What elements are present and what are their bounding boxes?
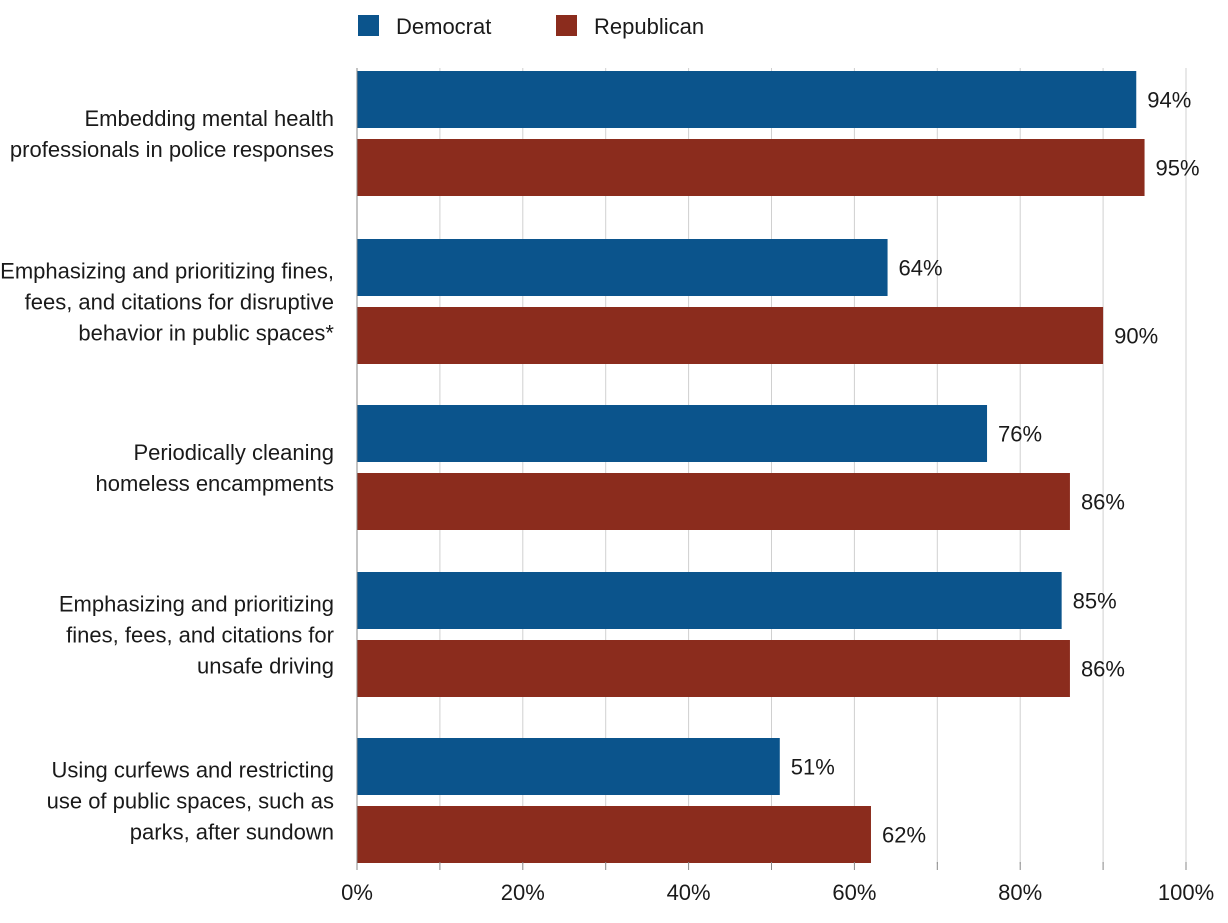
category-label-line: Emphasizing and prioritizing fines,: [0, 259, 334, 284]
bar-republican: [357, 640, 1070, 697]
category-label-line: homeless encampments: [96, 471, 334, 496]
grid-lines: [439, 68, 1187, 864]
category-labels: Embedding mental health professionals in …: [0, 106, 334, 845]
bars: [357, 71, 1145, 863]
category-label-line: unsafe driving: [197, 654, 334, 679]
bar-republican: [357, 139, 1145, 196]
bar-democrat: [357, 572, 1062, 629]
category-label-line: fines, fees, and citations for: [66, 623, 334, 648]
bar-democrat: [357, 738, 780, 795]
category-label: Emphasizing and prioritizing fines, fees,…: [0, 259, 334, 346]
legend-item-republican: Republican: [556, 14, 704, 39]
x-tick-label: 100%: [1158, 880, 1214, 905]
data-label: 85%: [1073, 589, 1117, 614]
bar-republican: [357, 806, 871, 863]
category-label-line: fees, and citations for disruptive: [25, 290, 334, 315]
data-label: 95%: [1156, 156, 1200, 181]
category-label: Emphasizing and prioritizing fines, fees,…: [59, 592, 334, 679]
x-tick-label: 60%: [832, 880, 876, 905]
data-label: 64%: [899, 256, 943, 281]
data-label: 51%: [791, 755, 835, 780]
bar-democrat: [357, 405, 988, 462]
bar-republican: [357, 307, 1104, 364]
legend-label: Republican: [594, 14, 704, 39]
legend-label: Democrat: [396, 14, 491, 39]
category-label-line: Emphasizing and prioritizing: [59, 592, 334, 617]
bar-democrat: [357, 239, 888, 296]
category-label-line: use of public spaces, such as: [47, 789, 334, 814]
legend: Democrat Republican: [358, 14, 704, 39]
category-label: Periodically cleaning homeless encampment…: [96, 440, 334, 496]
data-label: 94%: [1147, 88, 1191, 113]
x-tick-label: 40%: [667, 880, 711, 905]
category-label-line: parks, after sundown: [130, 820, 334, 845]
bar-republican: [357, 473, 1070, 530]
x-axis: 0% 20% 40% 60% 80% 100%: [341, 68, 1214, 905]
legend-swatch: [556, 15, 577, 36]
data-label: 76%: [998, 422, 1042, 447]
legend-swatch: [358, 15, 379, 36]
x-tick-label: 0%: [341, 880, 373, 905]
category-label-line: Embedding mental health: [85, 106, 335, 131]
category-label-line: Periodically cleaning: [133, 440, 334, 465]
category-label: Using curfews and restricting use of publ…: [47, 758, 334, 845]
x-tick-label: 80%: [998, 880, 1042, 905]
data-label: 86%: [1081, 657, 1125, 682]
data-label: 86%: [1081, 490, 1125, 515]
bar-democrat: [357, 71, 1137, 128]
data-label: 90%: [1114, 324, 1158, 349]
category-label: Embedding mental health professionals in …: [10, 106, 334, 162]
category-label-line: professionals in police responses: [10, 137, 334, 162]
category-label-line: behavior in public spaces*: [78, 321, 334, 346]
data-label: 62%: [882, 823, 926, 848]
x-tick-label: 20%: [501, 880, 545, 905]
value-labels: 94% 95% 64% 90% 76% 86% 85% 86% 51% 62%: [791, 88, 1200, 848]
legend-item-democrat: Democrat: [358, 14, 491, 39]
category-label-line: Using curfews and restricting: [52, 758, 334, 783]
